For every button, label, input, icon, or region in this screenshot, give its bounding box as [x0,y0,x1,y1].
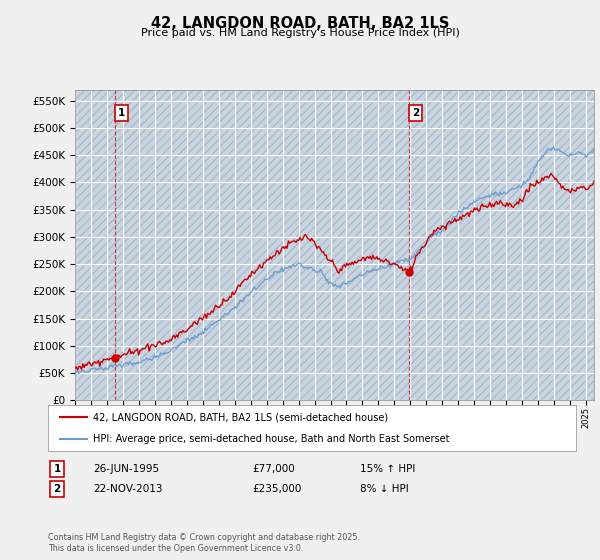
Text: HPI: Average price, semi-detached house, Bath and North East Somerset: HPI: Average price, semi-detached house,… [93,435,449,444]
Text: 42, LANGDON ROAD, BATH, BA2 1LS (semi-detached house): 42, LANGDON ROAD, BATH, BA2 1LS (semi-de… [93,412,388,422]
Text: 26-JUN-1995: 26-JUN-1995 [93,464,159,474]
Text: 2: 2 [412,108,419,118]
Text: 8% ↓ HPI: 8% ↓ HPI [360,484,409,494]
Text: 1: 1 [118,108,125,118]
Text: 22-NOV-2013: 22-NOV-2013 [93,484,163,494]
Text: £235,000: £235,000 [252,484,301,494]
Text: 42, LANGDON ROAD, BATH, BA2 1LS: 42, LANGDON ROAD, BATH, BA2 1LS [151,16,449,31]
Text: 1: 1 [53,464,61,474]
Text: £77,000: £77,000 [252,464,295,474]
Text: Contains HM Land Registry data © Crown copyright and database right 2025.
This d: Contains HM Land Registry data © Crown c… [48,533,360,553]
Text: Price paid vs. HM Land Registry's House Price Index (HPI): Price paid vs. HM Land Registry's House … [140,28,460,38]
Text: 2: 2 [53,484,61,494]
Text: 15% ↑ HPI: 15% ↑ HPI [360,464,415,474]
